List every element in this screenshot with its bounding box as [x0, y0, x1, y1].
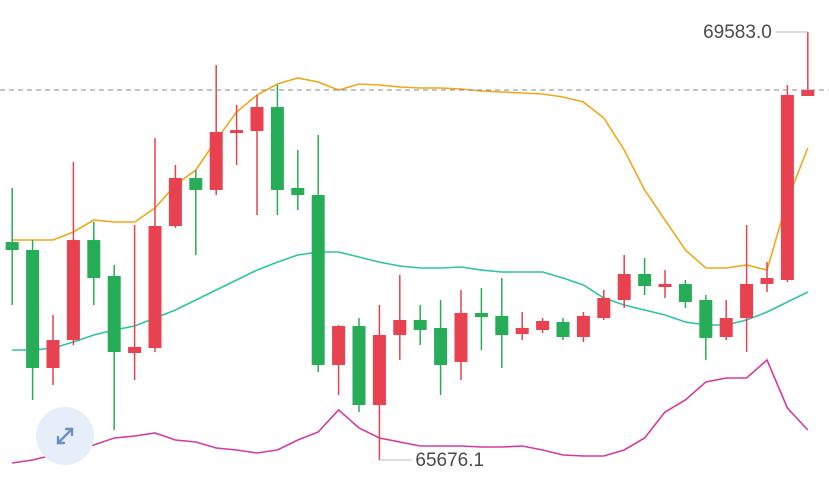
candle-body: [189, 178, 203, 190]
candle-body: [638, 273, 652, 287]
candle-body: [515, 328, 529, 335]
candle-body: [780, 94, 794, 281]
expand-button[interactable]: [36, 407, 94, 465]
candle-body: [678, 283, 692, 303]
candle-body: [291, 187, 305, 196]
candle-body: [556, 321, 570, 337]
candle-body: [474, 312, 488, 318]
candle-body: [393, 320, 407, 336]
candle-body: [352, 326, 366, 406]
annotation-label: 69583.0: [703, 22, 772, 43]
candle-body: [168, 178, 182, 227]
candle-body: [148, 226, 162, 349]
candle-body: [658, 283, 672, 288]
candle-body: [107, 275, 121, 352]
candle-body: [719, 318, 733, 337]
candle-body: [536, 320, 550, 330]
candle-body: [26, 250, 40, 368]
candle-body: [617, 273, 631, 300]
candle-body: [332, 326, 346, 366]
expand-icon[interactable]: [56, 427, 74, 445]
candle-body: [597, 297, 611, 319]
candle-body: [46, 340, 60, 368]
candle-body: [454, 312, 468, 362]
indicator-line: [12, 251, 809, 351]
candle-body: [128, 346, 142, 353]
candle-body: [5, 242, 19, 251]
candle-body: [740, 283, 754, 319]
candle-body: [495, 315, 509, 336]
candle-body: [250, 107, 264, 132]
candle-body: [311, 195, 325, 366]
candle-body: [87, 240, 101, 279]
candles: [5, 31, 815, 461]
candle-body: [434, 328, 448, 366]
candle-body: [760, 278, 774, 284]
annotations: 69583.0 65676.1: [0, 22, 829, 471]
candle-body: [372, 335, 386, 406]
candle-body: [209, 132, 223, 190]
candle-body: [699, 299, 713, 338]
candle-body: [66, 240, 80, 341]
indicator-lines: [12, 77, 809, 464]
candle-body: [576, 315, 590, 337]
annotation-label: 65676.1: [415, 450, 484, 471]
indicator-line: [12, 358, 809, 464]
candle-body: [270, 107, 284, 190]
candle-body: [230, 130, 244, 134]
candle-body: [413, 320, 427, 330]
indicator-line: [12, 77, 809, 272]
candle-body: [801, 90, 815, 96]
